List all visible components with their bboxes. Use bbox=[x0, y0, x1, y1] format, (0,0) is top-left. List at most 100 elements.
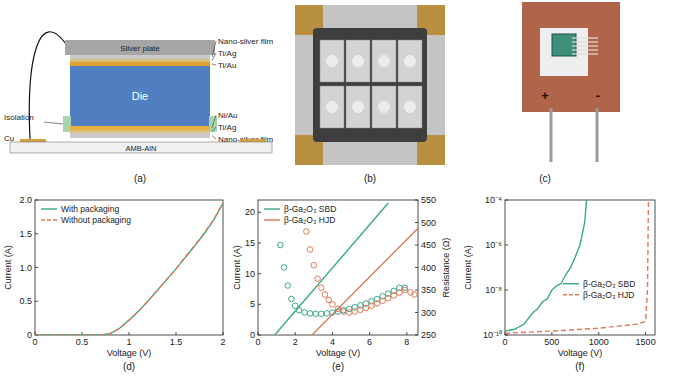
data-point bbox=[346, 310, 352, 316]
photo-b: (b) bbox=[295, 5, 445, 184]
y-tick bbox=[505, 245, 508, 246]
lead bbox=[572, 53, 598, 54]
x-tick-label: 0 bbox=[502, 337, 507, 347]
x-tick bbox=[598, 332, 599, 335]
x-tick bbox=[258, 332, 259, 335]
x-tick bbox=[332, 332, 333, 335]
data-point bbox=[391, 293, 397, 299]
y-axis-title: Current (A) bbox=[463, 245, 473, 290]
y2-tick-label: 450 bbox=[421, 240, 436, 250]
figure: Silver plateNano-silver filmTi/AgTi/AuDi… bbox=[0, 0, 689, 377]
data-point bbox=[369, 303, 375, 309]
y-tick bbox=[258, 304, 261, 305]
legend-swatch bbox=[264, 208, 280, 209]
substrate bbox=[522, 2, 620, 112]
y-axis-title: Current (A) bbox=[232, 245, 242, 290]
data-point bbox=[285, 283, 291, 289]
y2-axis-title: Resistance (Ω) bbox=[441, 238, 451, 298]
data-point bbox=[385, 295, 391, 301]
x-tick bbox=[223, 332, 224, 335]
plot-frame bbox=[258, 200, 418, 335]
y-tick-label: 5 bbox=[250, 299, 255, 309]
layer bbox=[70, 62, 210, 66]
layer bbox=[70, 66, 210, 126]
y-tick-label: 2.0 bbox=[19, 195, 32, 205]
x-tick-label: 1500 bbox=[636, 337, 656, 347]
die-cell bbox=[398, 40, 422, 82]
y-tick bbox=[35, 233, 38, 234]
data-point bbox=[296, 307, 302, 313]
y2-tick-label: 500 bbox=[421, 218, 436, 228]
layer bbox=[70, 126, 210, 130]
pad bbox=[378, 101, 390, 113]
terminal-label: + bbox=[541, 88, 549, 103]
y-tick bbox=[258, 212, 261, 213]
data-point bbox=[311, 262, 317, 268]
x-tick bbox=[176, 332, 177, 335]
lead bbox=[572, 45, 598, 46]
data-point bbox=[313, 311, 319, 317]
y-tick bbox=[35, 301, 38, 302]
leader-line bbox=[212, 136, 216, 140]
panel-label: (d) bbox=[123, 361, 135, 372]
data-point bbox=[330, 302, 336, 308]
data-line bbox=[35, 203, 223, 335]
panel-label: (b) bbox=[364, 173, 376, 184]
y2-tick bbox=[415, 245, 418, 246]
data-point bbox=[411, 292, 417, 298]
y2-tick-label: 400 bbox=[421, 263, 436, 273]
data-line bbox=[35, 203, 223, 335]
data-point bbox=[302, 310, 308, 316]
layer-label: Ti/Au bbox=[218, 61, 236, 70]
y2-tick bbox=[415, 222, 418, 223]
data-point bbox=[352, 309, 358, 315]
y2-tick-label: 250 bbox=[421, 330, 436, 340]
y-tick-label: 10⁻⁶ bbox=[485, 240, 502, 250]
lead bbox=[572, 41, 598, 42]
y-tick bbox=[505, 290, 508, 291]
x-tick-label: 1 bbox=[126, 337, 131, 347]
die-cell bbox=[320, 86, 344, 128]
x-tick-label: 4 bbox=[330, 337, 335, 347]
layer-label: Nano-silver film bbox=[218, 37, 273, 46]
chart: 00.511.5200.51.01.52.0Voltage (V)Current… bbox=[3, 195, 225, 372]
y-axis-title: Current (A) bbox=[3, 245, 13, 290]
data-point bbox=[324, 311, 330, 317]
die-cell bbox=[320, 40, 344, 82]
data-point bbox=[341, 309, 347, 315]
y-tick-label: 0.5 bbox=[19, 296, 32, 306]
leader-line bbox=[212, 115, 216, 128]
pad bbox=[352, 101, 364, 113]
y-tick-label: 1.5 bbox=[19, 229, 32, 239]
x-tick-label: 2 bbox=[293, 337, 298, 347]
x-tick-label: 0 bbox=[32, 337, 37, 347]
pad bbox=[326, 55, 338, 67]
package bbox=[313, 28, 427, 142]
y-tick-label: 0 bbox=[250, 330, 255, 340]
plot-frame bbox=[35, 200, 223, 335]
data-point bbox=[307, 247, 313, 253]
data-point bbox=[304, 229, 310, 235]
layer-label: Die bbox=[132, 90, 149, 102]
data-point bbox=[330, 310, 336, 316]
y-tick bbox=[505, 200, 508, 201]
y-tick bbox=[258, 335, 261, 336]
legend-swatch bbox=[41, 208, 57, 209]
die-cell bbox=[372, 86, 396, 128]
layer bbox=[70, 59, 210, 62]
x-tick-label: 1.5 bbox=[170, 337, 183, 347]
y2-tick-label: 350 bbox=[421, 285, 436, 295]
legend-swatch bbox=[264, 219, 280, 220]
x-tick bbox=[369, 332, 370, 335]
y-tick-label: 10⁻⁴ bbox=[485, 195, 502, 205]
y-tick-label: 10⁻¹⁰ bbox=[483, 330, 502, 340]
pad bbox=[404, 55, 416, 67]
legend-swatch bbox=[563, 283, 579, 284]
photo-c: +-(c) bbox=[522, 2, 620, 184]
layer bbox=[209, 116, 217, 132]
layer-label: Cu bbox=[4, 134, 14, 143]
x-tick-label: 0.5 bbox=[76, 337, 89, 347]
x-tick-label: 6 bbox=[367, 337, 372, 347]
data-line bbox=[312, 228, 418, 335]
layer bbox=[63, 116, 71, 132]
